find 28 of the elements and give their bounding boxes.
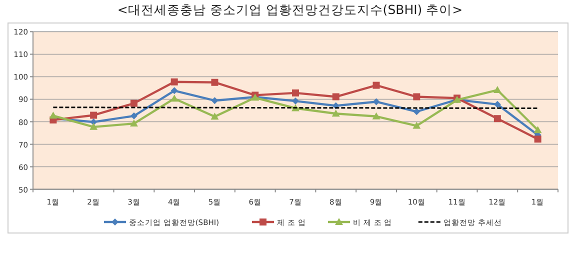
point <box>90 122 98 130</box>
point <box>130 100 138 107</box>
point <box>130 120 138 127</box>
point <box>494 100 501 108</box>
point <box>292 89 299 96</box>
point <box>170 87 178 94</box>
point <box>332 93 340 100</box>
point <box>413 93 420 100</box>
point <box>372 112 380 120</box>
point <box>210 112 219 120</box>
point <box>534 136 542 143</box>
point <box>292 98 299 105</box>
point <box>90 112 98 119</box>
point <box>534 126 542 134</box>
point <box>170 78 178 86</box>
point <box>332 110 340 117</box>
chart-title: <대전세종충남 중소기업 업황전망건강도지수(SBHI) 추이> <box>117 2 463 17</box>
point <box>372 82 380 89</box>
point <box>170 94 178 102</box>
point <box>493 86 502 94</box>
point <box>130 112 138 120</box>
point <box>49 112 58 119</box>
point <box>211 78 218 86</box>
point <box>413 108 420 116</box>
point <box>494 115 501 122</box>
point <box>372 98 380 106</box>
point <box>211 97 218 104</box>
point <box>412 122 421 129</box>
